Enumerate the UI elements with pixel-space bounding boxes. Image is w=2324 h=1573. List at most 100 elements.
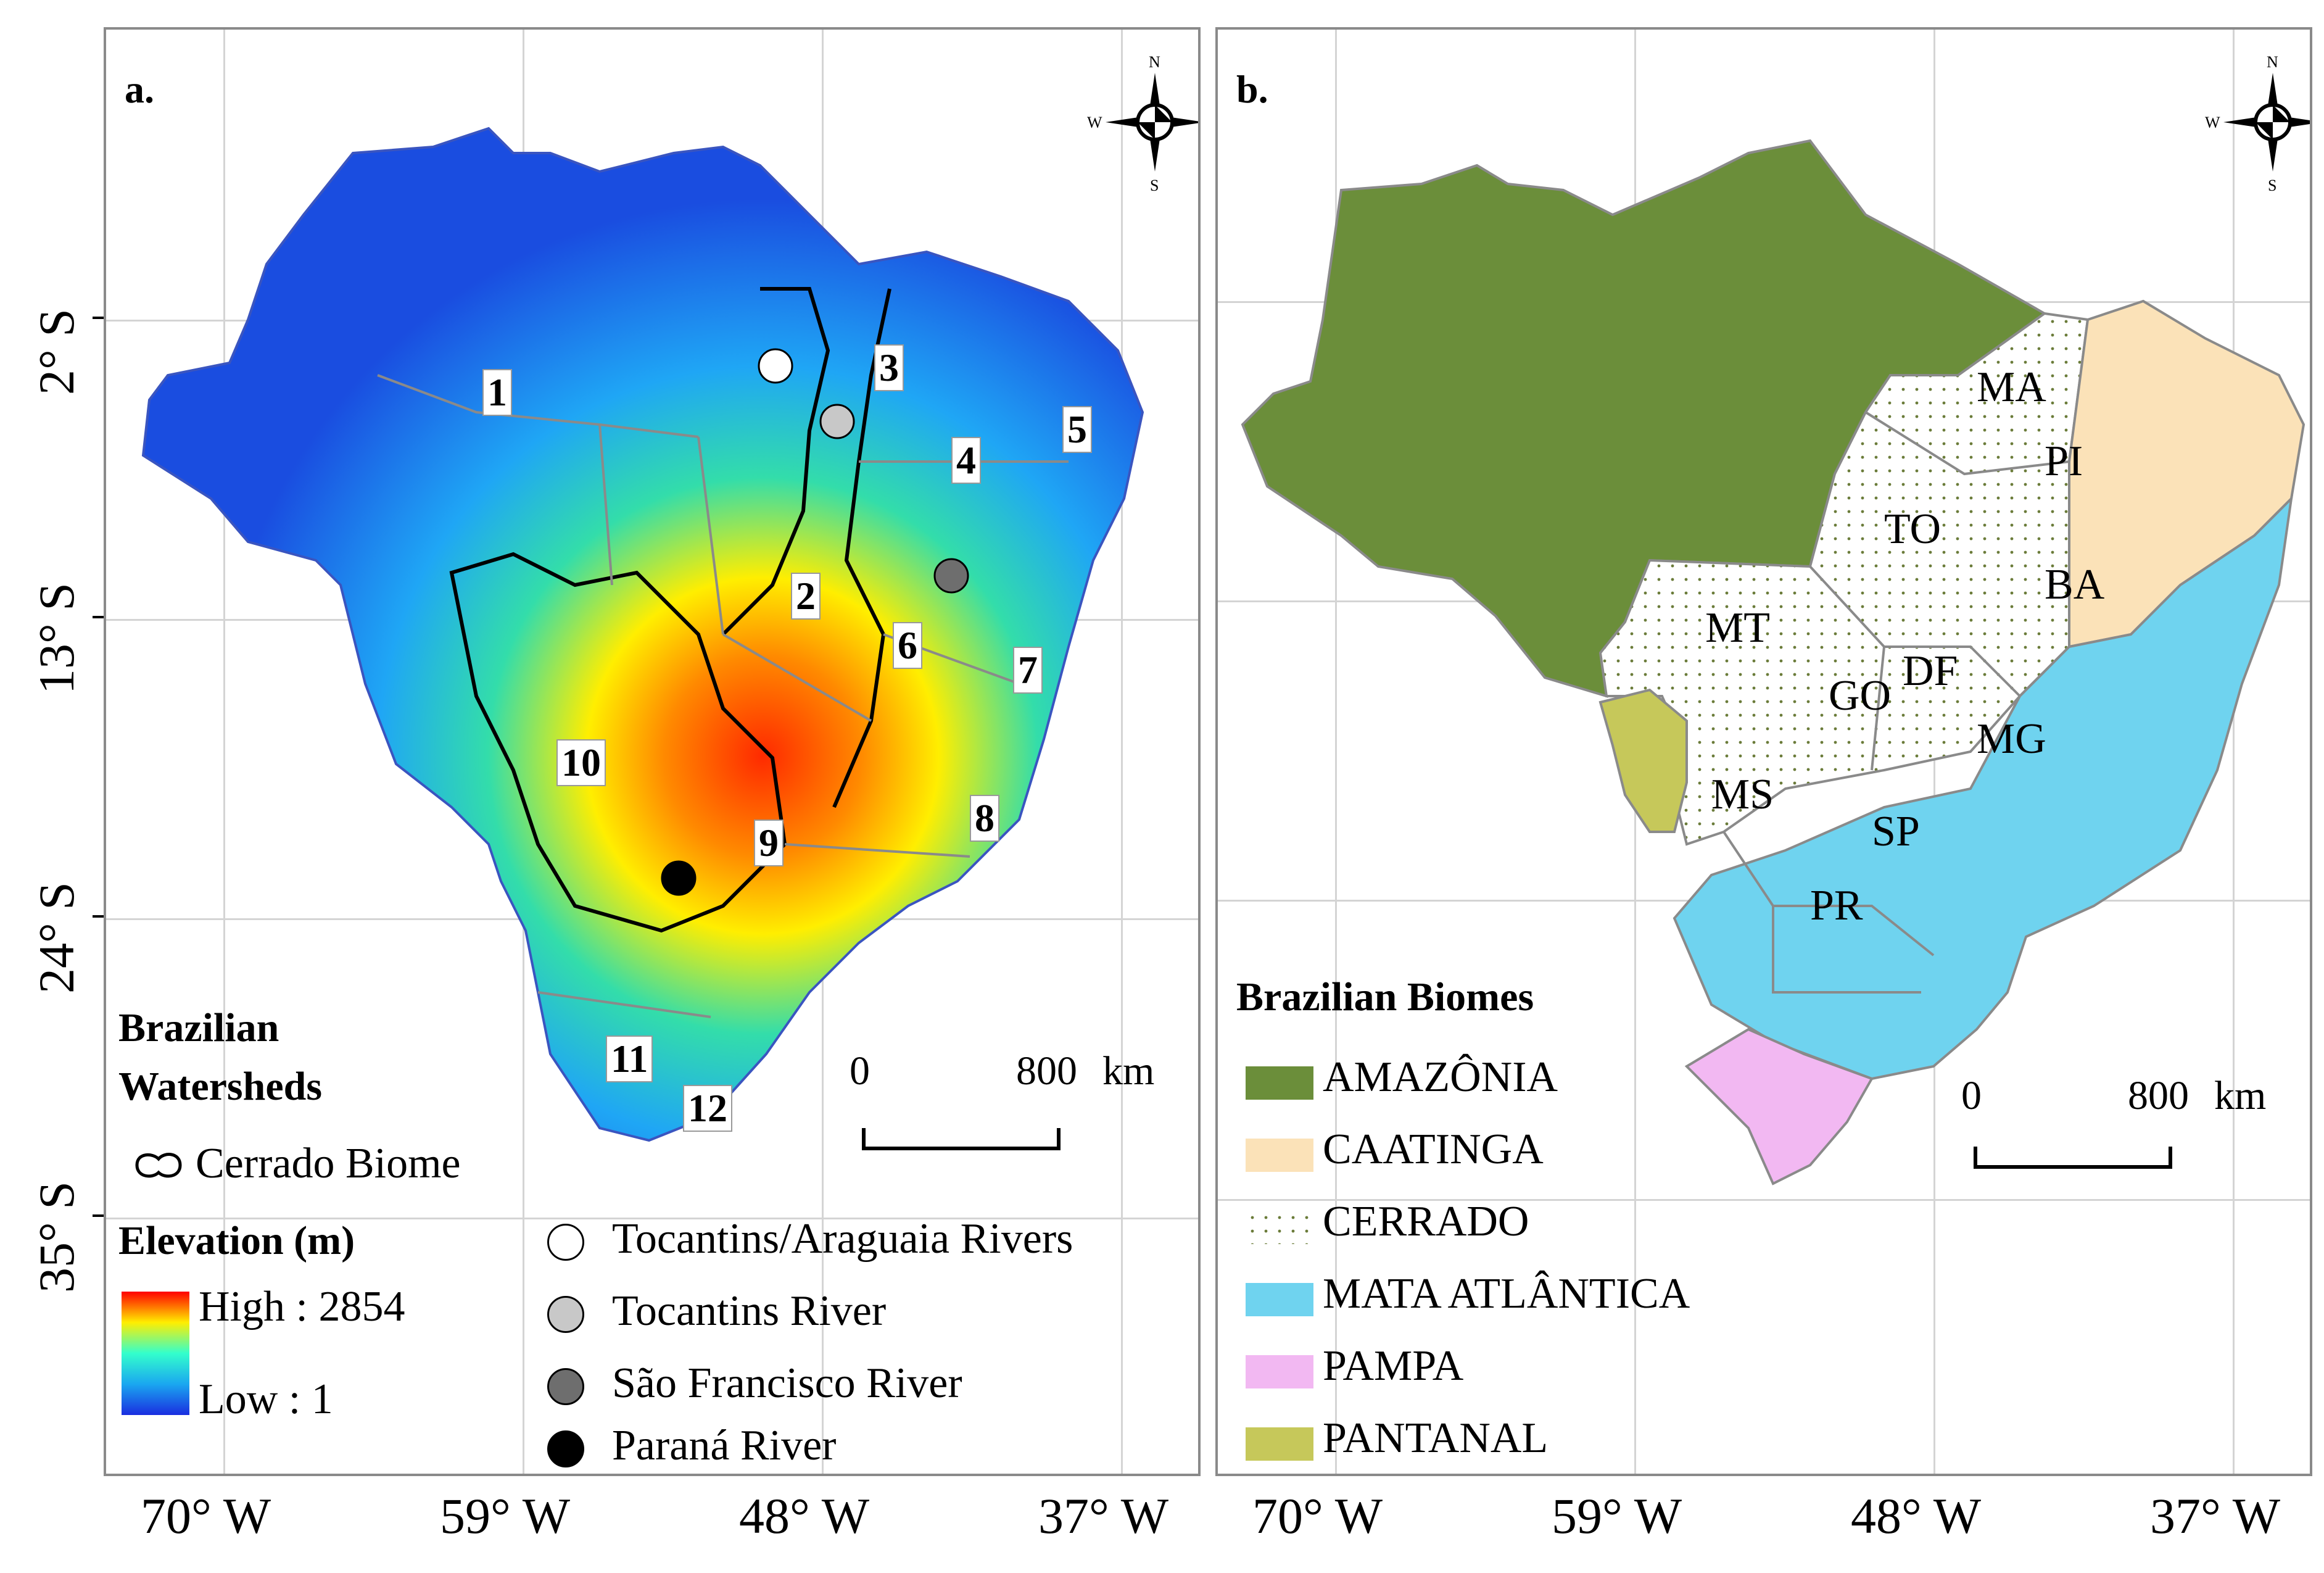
- state-label: GO: [1829, 672, 1892, 720]
- scale-zero: 0: [850, 1048, 870, 1094]
- grid-line: [223, 30, 225, 1474]
- pantanal-region: [1598, 688, 1688, 833]
- basin-boundary: [721, 287, 830, 636]
- state-label: MG: [1977, 715, 2046, 763]
- brazil-biomes-map: [1241, 139, 2305, 1185]
- legend-dot-tocantins: [547, 1296, 584, 1333]
- legend-dot-sao-francisco: [547, 1368, 584, 1405]
- cerrado-outline-icon: [135, 1153, 182, 1178]
- scale-unit: km: [2214, 1073, 2267, 1118]
- state-label: PR: [1810, 882, 1863, 929]
- lon-label-a: 48° W: [739, 1488, 870, 1544]
- watershed-label: 12: [683, 1085, 732, 1132]
- legend-biome-label: PANTANAL: [1323, 1414, 1549, 1462]
- legend-biome-label: MATA ATLÂNTICA: [1323, 1270, 1690, 1318]
- legend-swatch-pampa: [1246, 1355, 1313, 1388]
- elevation-color-ramp: [122, 1292, 189, 1415]
- elevation-low-label: Low : 1: [199, 1376, 333, 1423]
- legend-river-label: Paraná River: [612, 1422, 837, 1469]
- watersheds-title-line2: Watersheds: [118, 1064, 322, 1109]
- compass-n: N: [1149, 53, 1160, 71]
- watershed-label: 4: [951, 437, 981, 484]
- lat-tick: [93, 1214, 104, 1217]
- lon-label-b: 37° W: [2150, 1488, 2281, 1544]
- watershed-label: 3: [874, 344, 904, 391]
- lon-label-b: 59° W: [1552, 1488, 1682, 1544]
- north-arrow-icon: N S E W: [2205, 53, 2310, 194]
- state-label: BA: [2045, 561, 2105, 608]
- scale-unit: km: [1102, 1048, 1155, 1094]
- legend-dot-parana: [547, 1430, 584, 1467]
- lat-tick: [93, 915, 104, 918]
- north-arrow-icon: N S E W: [1087, 53, 1198, 194]
- pampa-region: [1684, 1027, 1874, 1185]
- watershed-label: 2: [791, 573, 821, 620]
- watershed-label: 6: [893, 622, 922, 669]
- state-label: TO: [1884, 505, 1941, 553]
- mata-atlantica-region: [1673, 495, 2293, 1081]
- parana-point: [661, 860, 697, 896]
- legend-swatch-amazonia: [1246, 1066, 1313, 1100]
- grid-line: [1121, 30, 1123, 1474]
- state-label: PI: [2045, 438, 2083, 485]
- scale-bar: [862, 1128, 1061, 1150]
- watershed-label: 8: [970, 795, 999, 842]
- elevation-high-label: High : 2854: [199, 1283, 405, 1330]
- lat-label: 2° S: [28, 309, 85, 395]
- watershed-label: 7: [1013, 647, 1043, 694]
- legend-swatch-pantanal: [1246, 1427, 1313, 1461]
- compass-n: N: [2267, 53, 2278, 71]
- grid-line: [1218, 1199, 2310, 1201]
- lon-label-a: 37° W: [1038, 1488, 1169, 1544]
- legend-biome-label: CERRADO: [1323, 1198, 1529, 1245]
- legend-biome-label: AMAZÔNIA: [1323, 1053, 1558, 1101]
- legend-swatch-mata-atlantica: [1246, 1283, 1313, 1316]
- lat-tick: [93, 616, 104, 618]
- legend-biome-label: CAATINGA: [1323, 1126, 1544, 1173]
- panel-letter: b.: [1236, 67, 1268, 111]
- compass-s: S: [2268, 176, 2277, 194]
- state-label: SP: [1872, 808, 1920, 855]
- legend-river-label: Tocantins River: [612, 1287, 887, 1335]
- grid-line: [106, 1218, 1198, 1219]
- brazil-outline: [141, 127, 1144, 1142]
- lon-label-a: 59° W: [440, 1488, 571, 1544]
- scale-zero: 0: [1961, 1073, 1982, 1118]
- watershed-label: 11: [606, 1036, 653, 1082]
- watershed-label: 5: [1062, 406, 1092, 453]
- lat-label: 13° S: [28, 583, 85, 694]
- elevation-map-panel: a. N S E W 1 2 3 4 5 6 7 8 9 10 11 12 Br…: [104, 27, 1201, 1476]
- legend-dot-tocantins-araguaia: [547, 1224, 584, 1261]
- grid-line: [2233, 30, 2235, 1474]
- biomes-map-panel: b. N S E W MA PI TO BA MT DF GO MG MS SP…: [1215, 27, 2312, 1476]
- legend-river-label: São Francisco River: [612, 1359, 962, 1407]
- state-label: MT: [1705, 604, 1770, 652]
- tocantins-araguaia-point: [758, 348, 793, 384]
- scale-max: 800: [2128, 1073, 2189, 1118]
- panel-letter: a.: [125, 67, 154, 111]
- scale-max: 800: [1016, 1048, 1077, 1094]
- compass-w: W: [2205, 114, 2220, 131]
- lat-label: 24° S: [28, 882, 85, 994]
- sao-francisco-point: [933, 558, 969, 594]
- lon-label-a: 70° W: [141, 1488, 271, 1544]
- compass-s: S: [1150, 176, 1159, 194]
- tocantins-point: [819, 404, 855, 439]
- watersheds-title-line1: Brazilian: [118, 1005, 279, 1050]
- state-label: MS: [1711, 771, 1774, 818]
- elevation-title: Elevation (m): [118, 1218, 355, 1263]
- watershed-label: 10: [556, 739, 606, 786]
- cerrado-legend-label: Cerrado Biome: [196, 1140, 461, 1187]
- lon-label-b: 70° W: [1252, 1488, 1383, 1544]
- scale-bar: [1974, 1147, 2172, 1169]
- compass-w: W: [1087, 114, 1102, 131]
- legend-river-label: Tocantins/Araguaia Rivers: [612, 1215, 1073, 1263]
- legend-biome-label: PAMPA: [1323, 1342, 1464, 1390]
- state-label: DF: [1903, 647, 1958, 695]
- legend-swatch-caatinga: [1246, 1139, 1313, 1172]
- lat-tick: [93, 317, 104, 319]
- biomes-title: Brazilian Biomes: [1236, 974, 1534, 1019]
- legend-swatch-cerrado: [1246, 1211, 1313, 1244]
- watershed-label: 9: [754, 820, 784, 866]
- watershed-label: 1: [482, 369, 512, 416]
